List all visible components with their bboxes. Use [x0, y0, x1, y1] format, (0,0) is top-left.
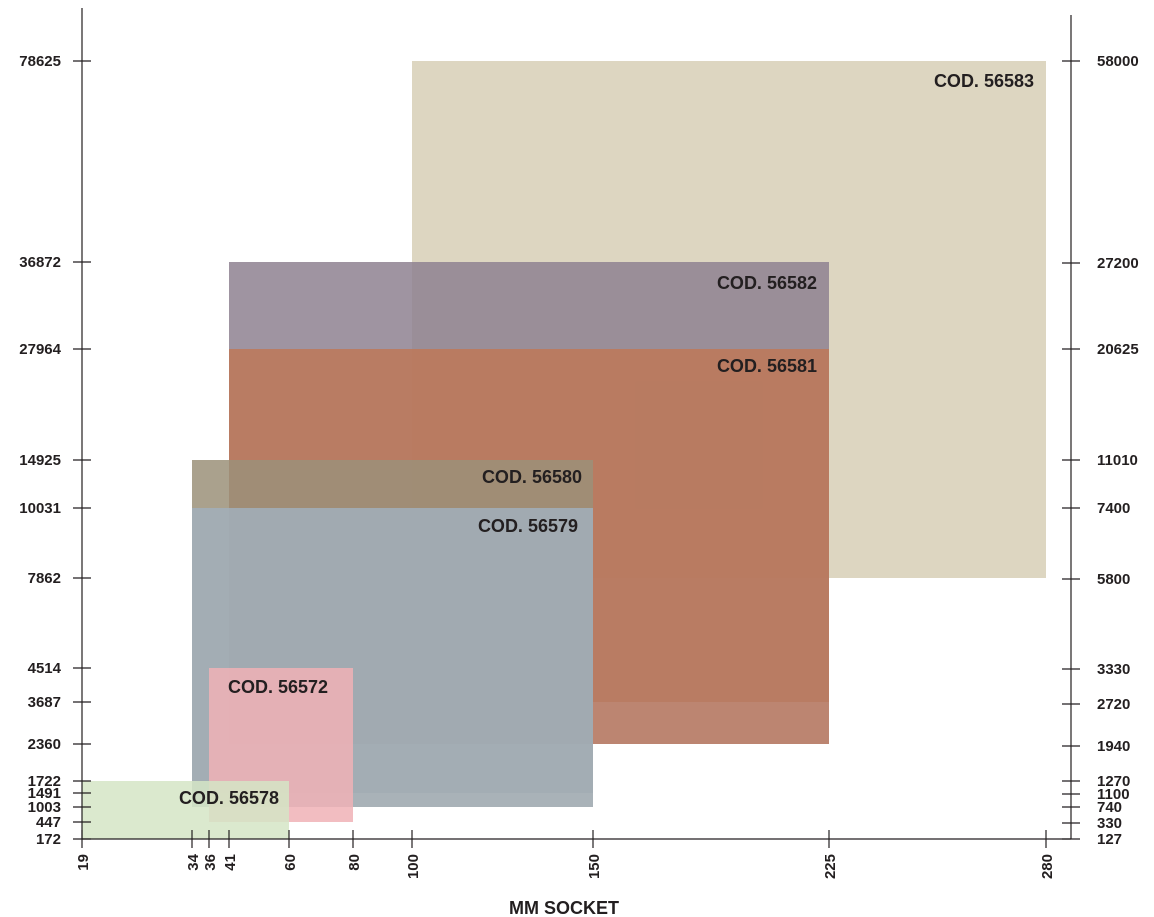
y-right-tick-label: 2720: [1097, 696, 1130, 713]
y-left-tick-label: 10031: [19, 500, 61, 517]
axes-layer: [81, 8, 1072, 840]
y-left-tick-label: 4514: [28, 660, 62, 677]
y-left-tick-label: 27964: [19, 341, 61, 358]
y-left-tick-label: 3687: [28, 694, 61, 711]
x-tick-label: 34: [185, 853, 202, 870]
x-tick-label: 19: [75, 854, 92, 871]
y-left-tick-label: 14925: [19, 452, 61, 469]
x-tick-label: 150: [586, 854, 603, 879]
box-label-cod-56581: COD. 56581: [717, 356, 817, 376]
y-left-tick-label: 2360: [28, 736, 61, 753]
y-right-tick-label: 127: [1097, 831, 1122, 848]
boxes-layer: [82, 61, 1046, 839]
y-right-tick-label: 1270: [1097, 773, 1130, 790]
y-right-tick-label: 11010: [1097, 452, 1138, 469]
y-left-tick-label: 7862: [28, 570, 61, 587]
x-tick-label: 41: [222, 854, 239, 871]
x-tick-label: 280: [1039, 854, 1056, 879]
box-cod-56582: [229, 262, 829, 349]
y-right-tick-label: 740: [1097, 799, 1122, 816]
y-right-tick-label: 58000: [1097, 53, 1139, 70]
box-label-cod-56572: COD. 56572: [228, 677, 328, 697]
y-left-tick-label: 172: [36, 831, 61, 848]
y-right-tick-label: 330: [1097, 815, 1122, 832]
box-label-cod-56583: COD. 56583: [934, 71, 1034, 91]
x-tick-label: 36: [202, 854, 219, 871]
y-left-tick-label: 1722: [28, 773, 61, 790]
box-label-cod-56578: COD. 56578: [179, 788, 279, 808]
x-tick-label: 225: [822, 854, 839, 879]
box-label-cod-56582: COD. 56582: [717, 273, 817, 293]
y-left-tick-label: 78625: [19, 53, 61, 70]
y-right-tick-label: 20625: [1097, 341, 1139, 358]
y-right-tick-label: 5800: [1097, 571, 1130, 588]
y-right-tick-label: 1100: [1097, 786, 1130, 803]
box-cod-56580: [192, 460, 593, 508]
y-left-tick-label: 36872: [19, 254, 61, 271]
labels-layer: COD. 56583 COD. 56581 COD. 56582 COD. 56579…: [179, 71, 1034, 808]
y-left-tick-label: 1491: [28, 785, 61, 802]
box-cod-56578: [82, 781, 289, 839]
box-label-cod-56580: COD. 56580: [482, 467, 582, 487]
x-tick-label: 80: [346, 854, 363, 871]
y-left-tick-label: 1003: [28, 799, 61, 816]
y-left-tick-label: 447: [36, 814, 61, 831]
x-tick-label: 60: [282, 854, 299, 871]
x-axis-title: MM SOCKET: [509, 898, 619, 917]
y-right-tick-label: 7400: [1097, 500, 1130, 517]
y-right-tick-label: 1940: [1097, 738, 1130, 755]
x-tick-label: 100: [405, 854, 422, 879]
y-right-tick-label: 3330: [1097, 661, 1130, 678]
y-right-tick-label: 27200: [1097, 255, 1139, 272]
box-label-cod-56579: COD. 56579: [478, 516, 578, 536]
